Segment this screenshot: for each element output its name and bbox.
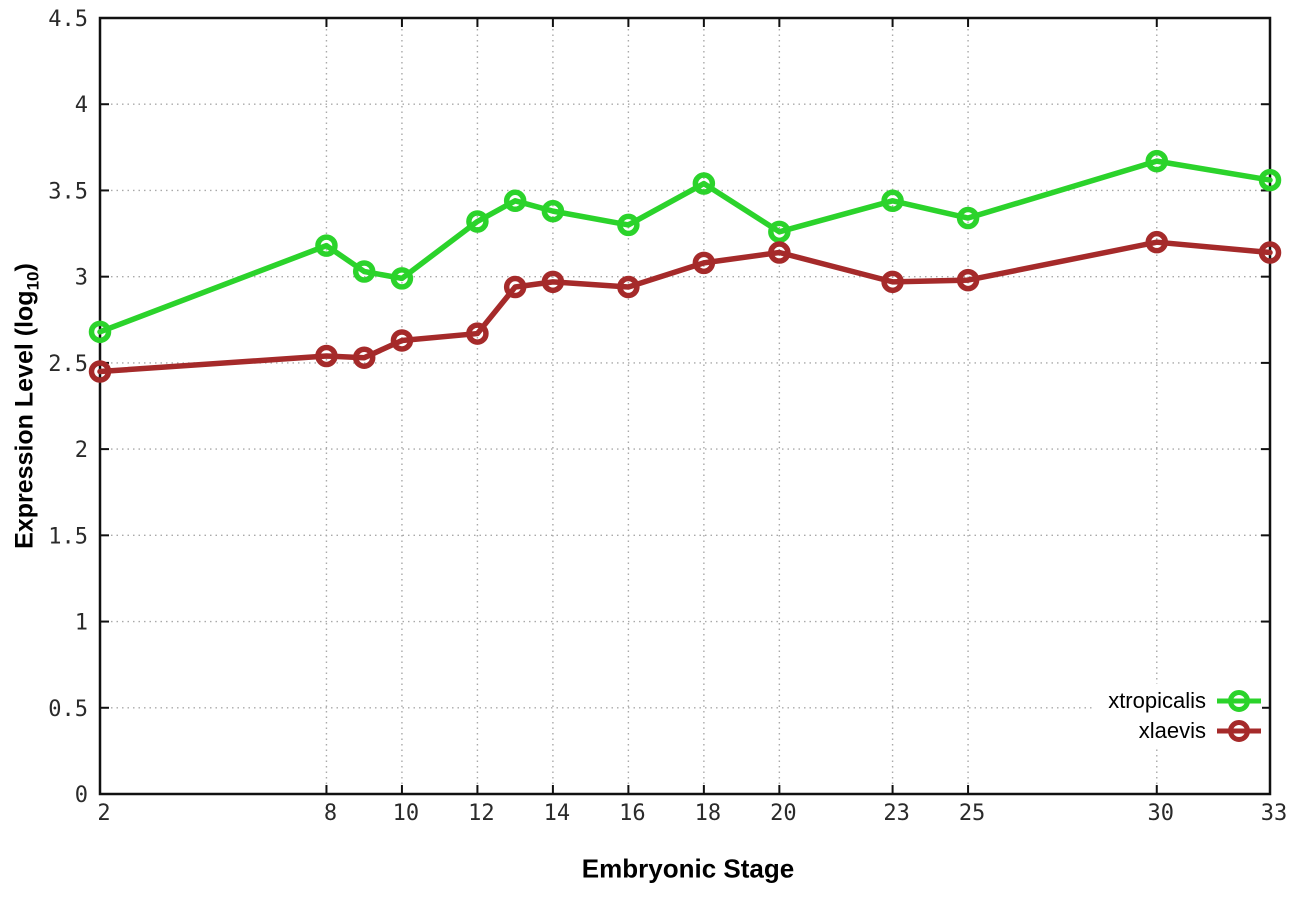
series-xtropicalis-point: [956, 206, 980, 230]
plot-border: [98, 16, 1272, 796]
legend-marker-xtropicalis-icon: [1217, 690, 1261, 712]
x-tick-label: 30: [1148, 801, 1175, 826]
x-tick-label: 33: [1261, 801, 1288, 826]
series-xtropicalis-point: [315, 234, 338, 257]
y-axis-title-subscript: 10: [23, 271, 43, 291]
x-tick-label: 23: [883, 801, 910, 826]
y-axis-title-close: ): [10, 263, 39, 272]
series-xtropicalis-point: [692, 172, 716, 195]
y-tick-label: 0: [75, 783, 88, 808]
x-tick-label: 14: [544, 801, 571, 826]
x-tick-label: 16: [619, 801, 646, 826]
series-xlaevis-point: [503, 275, 527, 299]
y-axis-title: Expression Level (log10): [11, 263, 44, 549]
x-tick-label: 10: [393, 801, 420, 826]
legend-entry-xtropicalis: xtropicalis: [1108, 686, 1262, 716]
y-tick-label: 2: [75, 438, 88, 463]
legend-label-xlaevis: xlaevis: [1138, 718, 1206, 743]
x-tick-label: 2: [97, 801, 110, 826]
series-xtropicalis-point: [768, 220, 791, 244]
series-xlaevis-point: [315, 344, 338, 368]
series-xtropicalis-point: [503, 189, 527, 213]
series-xtropicalis-line: [97, 158, 1273, 335]
y-tick-label: 2.5: [48, 352, 88, 377]
x-tick-label: 25: [959, 801, 986, 826]
legend-marker-xlaevis-icon: [1217, 720, 1261, 742]
series-xlaevis: [88, 230, 1282, 383]
series-xlaevis-point: [541, 270, 565, 294]
series-xtropicalis-point: [352, 260, 376, 283]
legend-entry-xlaevis: xlaevis: [1108, 716, 1262, 746]
y-tick-label: 3: [75, 266, 88, 291]
y-tick-label: 0.5: [48, 697, 88, 722]
x-tick-label: 20: [770, 801, 797, 826]
series-xlaevis-point: [1258, 241, 1282, 264]
legend: xtropicalis xlaevis: [1094, 684, 1262, 748]
plot-grid: [100, 18, 1270, 794]
series-xtropicalis-point: [1145, 149, 1169, 173]
series-xtropicalis-point: [1258, 168, 1282, 192]
series-xtropicalis-point: [390, 267, 414, 290]
series-xtropicalis-point: [541, 199, 565, 223]
series-xlaevis-point: [1145, 230, 1169, 254]
series-xlaevis-point: [390, 329, 414, 352]
series-xlaevis-point: [88, 360, 112, 383]
series-xlaevis-point: [466, 322, 489, 345]
series-xtropicalis-point: [466, 210, 489, 233]
series-xtropicalis-point: [881, 189, 904, 213]
series-xlaevis-point: [768, 241, 791, 264]
series-xlaevis-point: [617, 275, 640, 299]
y-tick-label: 4: [75, 93, 88, 118]
x-tick-label: 12: [468, 801, 495, 826]
y-axis-title-text: Expression Level (log: [10, 290, 39, 549]
series-xtropicalis-point: [88, 320, 112, 344]
series-xlaevis-point: [881, 270, 904, 294]
y-tick-label: 4.5: [48, 7, 88, 32]
y-tick-label: 1: [75, 611, 88, 636]
tick-labels: 2 8 10 12 14 16 18 20 23 25 30 33 0 0.5 1 1.5 2 2.5 3 3.5 4 4…: [48, 7, 1287, 826]
x-tick-label: 8: [324, 801, 337, 826]
series-xtropicalis: [88, 149, 1282, 344]
legend-label-xtropicalis: xtropicalis: [1108, 688, 1206, 713]
series-xlaevis-line: [97, 239, 1273, 375]
x-axis-title: Embryonic Stage: [581, 853, 795, 884]
series-xlaevis-point: [692, 251, 716, 275]
y-tick-label: 3.5: [48, 179, 88, 204]
series-xtropicalis-point: [617, 213, 640, 237]
series-xlaevis-point: [956, 268, 980, 292]
y-tick-label: 1.5: [48, 524, 88, 549]
series-xlaevis-point: [352, 346, 376, 369]
x-tick-label: 18: [695, 801, 722, 826]
